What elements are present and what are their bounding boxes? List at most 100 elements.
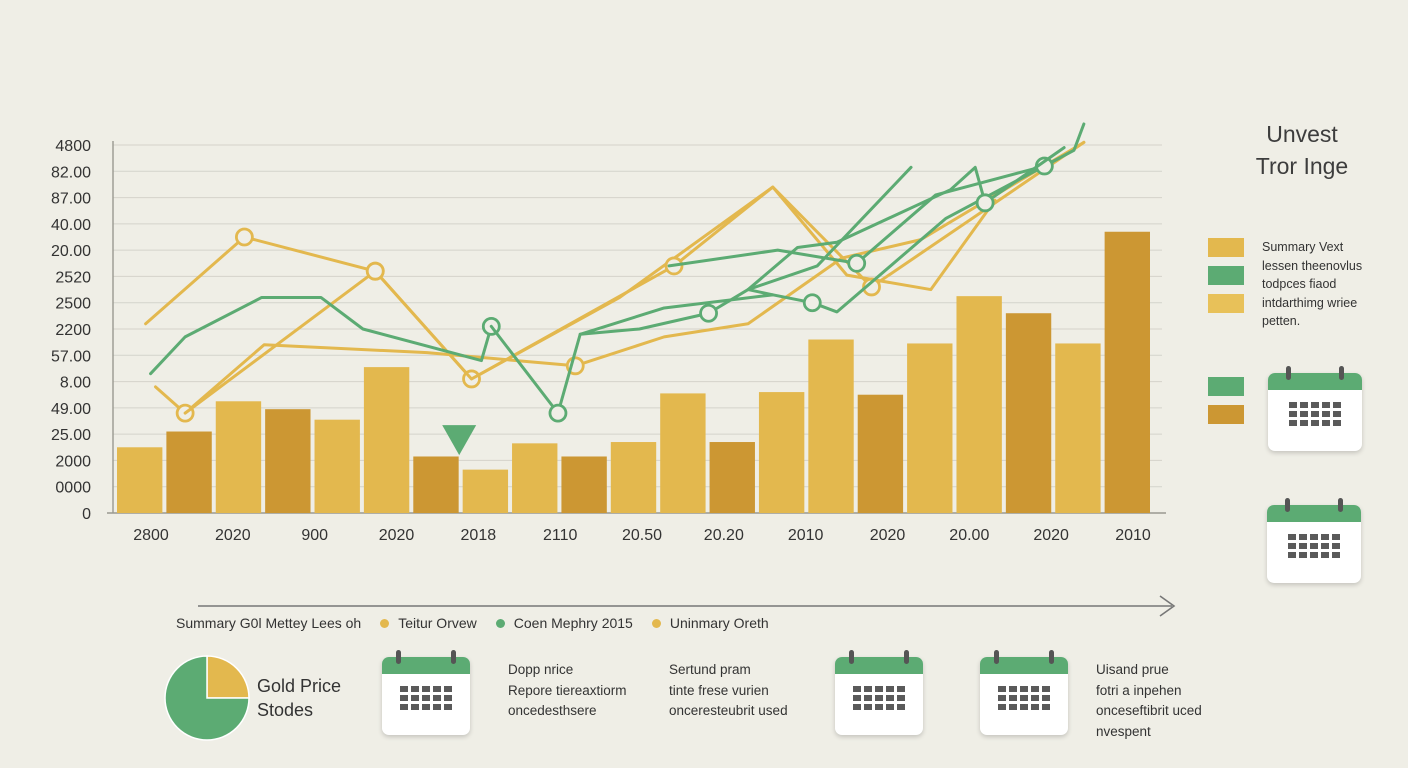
series-line xyxy=(149,295,493,376)
swatch-green xyxy=(1208,266,1244,285)
bar xyxy=(1055,343,1101,513)
side-text-line: petten. xyxy=(1262,314,1301,328)
y-tick-label: 4800 xyxy=(55,138,91,155)
bar xyxy=(166,431,212,513)
pie-slice xyxy=(164,655,250,741)
side-text-line: todpces fiaod xyxy=(1262,277,1337,291)
bar xyxy=(413,456,459,513)
pie-label: Gold Price Stodes xyxy=(257,674,341,722)
note-line: Repore tiereaxtiorm xyxy=(508,682,627,698)
point-marker xyxy=(548,403,568,423)
side-text-line: lessen theenovlus xyxy=(1262,258,1363,273)
point-marker xyxy=(365,261,385,281)
side-legend-swatches xyxy=(1208,238,1244,322)
x-tick-label: 2020 xyxy=(1033,527,1069,544)
bar xyxy=(808,339,854,513)
y-tick-label: 2500 xyxy=(55,296,91,313)
legend-item: Coen Mephry 2015 xyxy=(513,615,633,631)
y-tick-label: 20.00 xyxy=(51,243,91,260)
note-line: Sertund pram xyxy=(669,662,751,677)
bar xyxy=(1005,313,1052,513)
x-tick-label: 2010 xyxy=(1115,527,1151,544)
y-tick-label: 87.00 xyxy=(51,191,91,208)
note-block: Uisand prue fotri a inpehen onceseftibri… xyxy=(1096,660,1202,742)
pie-label-line-2: Stodes xyxy=(257,700,314,720)
series-line xyxy=(154,140,1086,415)
bar xyxy=(561,456,607,513)
x-tick-label: 2010 xyxy=(788,527,824,544)
note-line: Dopp nrice xyxy=(508,662,574,677)
note-line: nvespent xyxy=(1096,723,1151,739)
point-marker xyxy=(234,227,254,247)
swatch-gold-light xyxy=(1208,294,1244,313)
x-tick-label: 2020 xyxy=(379,527,415,544)
bar xyxy=(709,442,755,513)
bar xyxy=(117,447,163,513)
series-line xyxy=(183,185,997,415)
note-line: onceresteubrit used xyxy=(669,703,788,718)
y-tick-label: 0000 xyxy=(55,480,91,497)
bar xyxy=(956,296,1002,513)
arrow-head-icon xyxy=(1159,595,1176,617)
point-marker xyxy=(975,193,995,213)
note-line: fotri a inpehen xyxy=(1096,682,1182,698)
side-title-line-2: Tror Inge xyxy=(1255,153,1349,179)
legend-dot-gold xyxy=(380,618,390,628)
series-line xyxy=(578,165,913,336)
x-tick-label: 2800 xyxy=(133,527,169,544)
x-tick-label: 900 xyxy=(301,527,328,544)
y-tick-label: 82.00 xyxy=(51,164,91,181)
calendar-icon xyxy=(382,650,470,735)
side-text-line: intdarthimg wriee xyxy=(1262,295,1358,310)
swatch-green-2 xyxy=(1208,377,1244,396)
legend-summary: Summary G0l Mettey Lees oh xyxy=(176,615,362,631)
pie-label-line-1: Gold Price xyxy=(257,676,342,696)
bar xyxy=(363,367,410,513)
note-line: tinte frese vurien xyxy=(669,682,769,698)
triangle-marker xyxy=(442,425,477,456)
bar xyxy=(215,401,262,513)
bar xyxy=(660,393,706,513)
side-text-line: Summary Vext xyxy=(1262,240,1344,254)
y-tick-label: 40.00 xyxy=(51,217,91,234)
y-tick-label: 57.00 xyxy=(51,348,91,365)
point-marker xyxy=(802,293,822,313)
note-block: Sertund pram tinte frese vurien oncerest… xyxy=(669,660,788,722)
y-tick-label: 2000 xyxy=(55,453,91,470)
bar xyxy=(1104,231,1150,513)
x-tick-label: 20.00 xyxy=(949,527,989,544)
x-tick-label: 2020 xyxy=(215,527,251,544)
side-title: Unvest Tror Inge xyxy=(1232,118,1372,182)
x-tick-label: 2018 xyxy=(461,527,497,544)
note-line: onceseftibrit uced xyxy=(1096,703,1202,718)
bar xyxy=(314,419,360,513)
legend-dot-green xyxy=(495,618,505,628)
point-marker xyxy=(847,253,867,273)
note-line: oncedesthsere xyxy=(508,703,597,718)
x-tick-label: 2110 xyxy=(543,527,578,544)
calendar-icon xyxy=(980,650,1068,735)
y-tick-label: 8.00 xyxy=(60,375,91,392)
x-tick-label: 20.20 xyxy=(704,527,744,544)
y-tick-label: 2200 xyxy=(55,322,91,339)
calendar-icon xyxy=(1268,366,1362,451)
bar xyxy=(907,343,953,513)
swatch-gold-dark-2 xyxy=(1208,405,1244,424)
note-line: Uisand prue xyxy=(1096,662,1169,677)
calendar-icon xyxy=(835,650,923,735)
pie-slice xyxy=(206,655,250,699)
point-marker xyxy=(699,303,718,323)
chart-legend: Summary G0l Mettey Lees oh Teitur Orvew … xyxy=(176,615,769,631)
legend-item: Uninmary Oreth xyxy=(669,615,769,631)
legend-dot-gold xyxy=(651,618,661,628)
swatch-gold xyxy=(1208,238,1244,257)
bar xyxy=(610,442,657,513)
calendar-icon xyxy=(1267,498,1361,583)
note-block: Dopp nrice Repore tiereaxtiorm oncedesth… xyxy=(508,660,627,722)
legend-item: Teitur Orvew xyxy=(398,615,477,631)
bar xyxy=(758,392,805,513)
x-tick-label: 20.50 xyxy=(622,527,662,544)
bar xyxy=(462,469,509,513)
y-tick-label: 25.00 xyxy=(51,427,91,444)
